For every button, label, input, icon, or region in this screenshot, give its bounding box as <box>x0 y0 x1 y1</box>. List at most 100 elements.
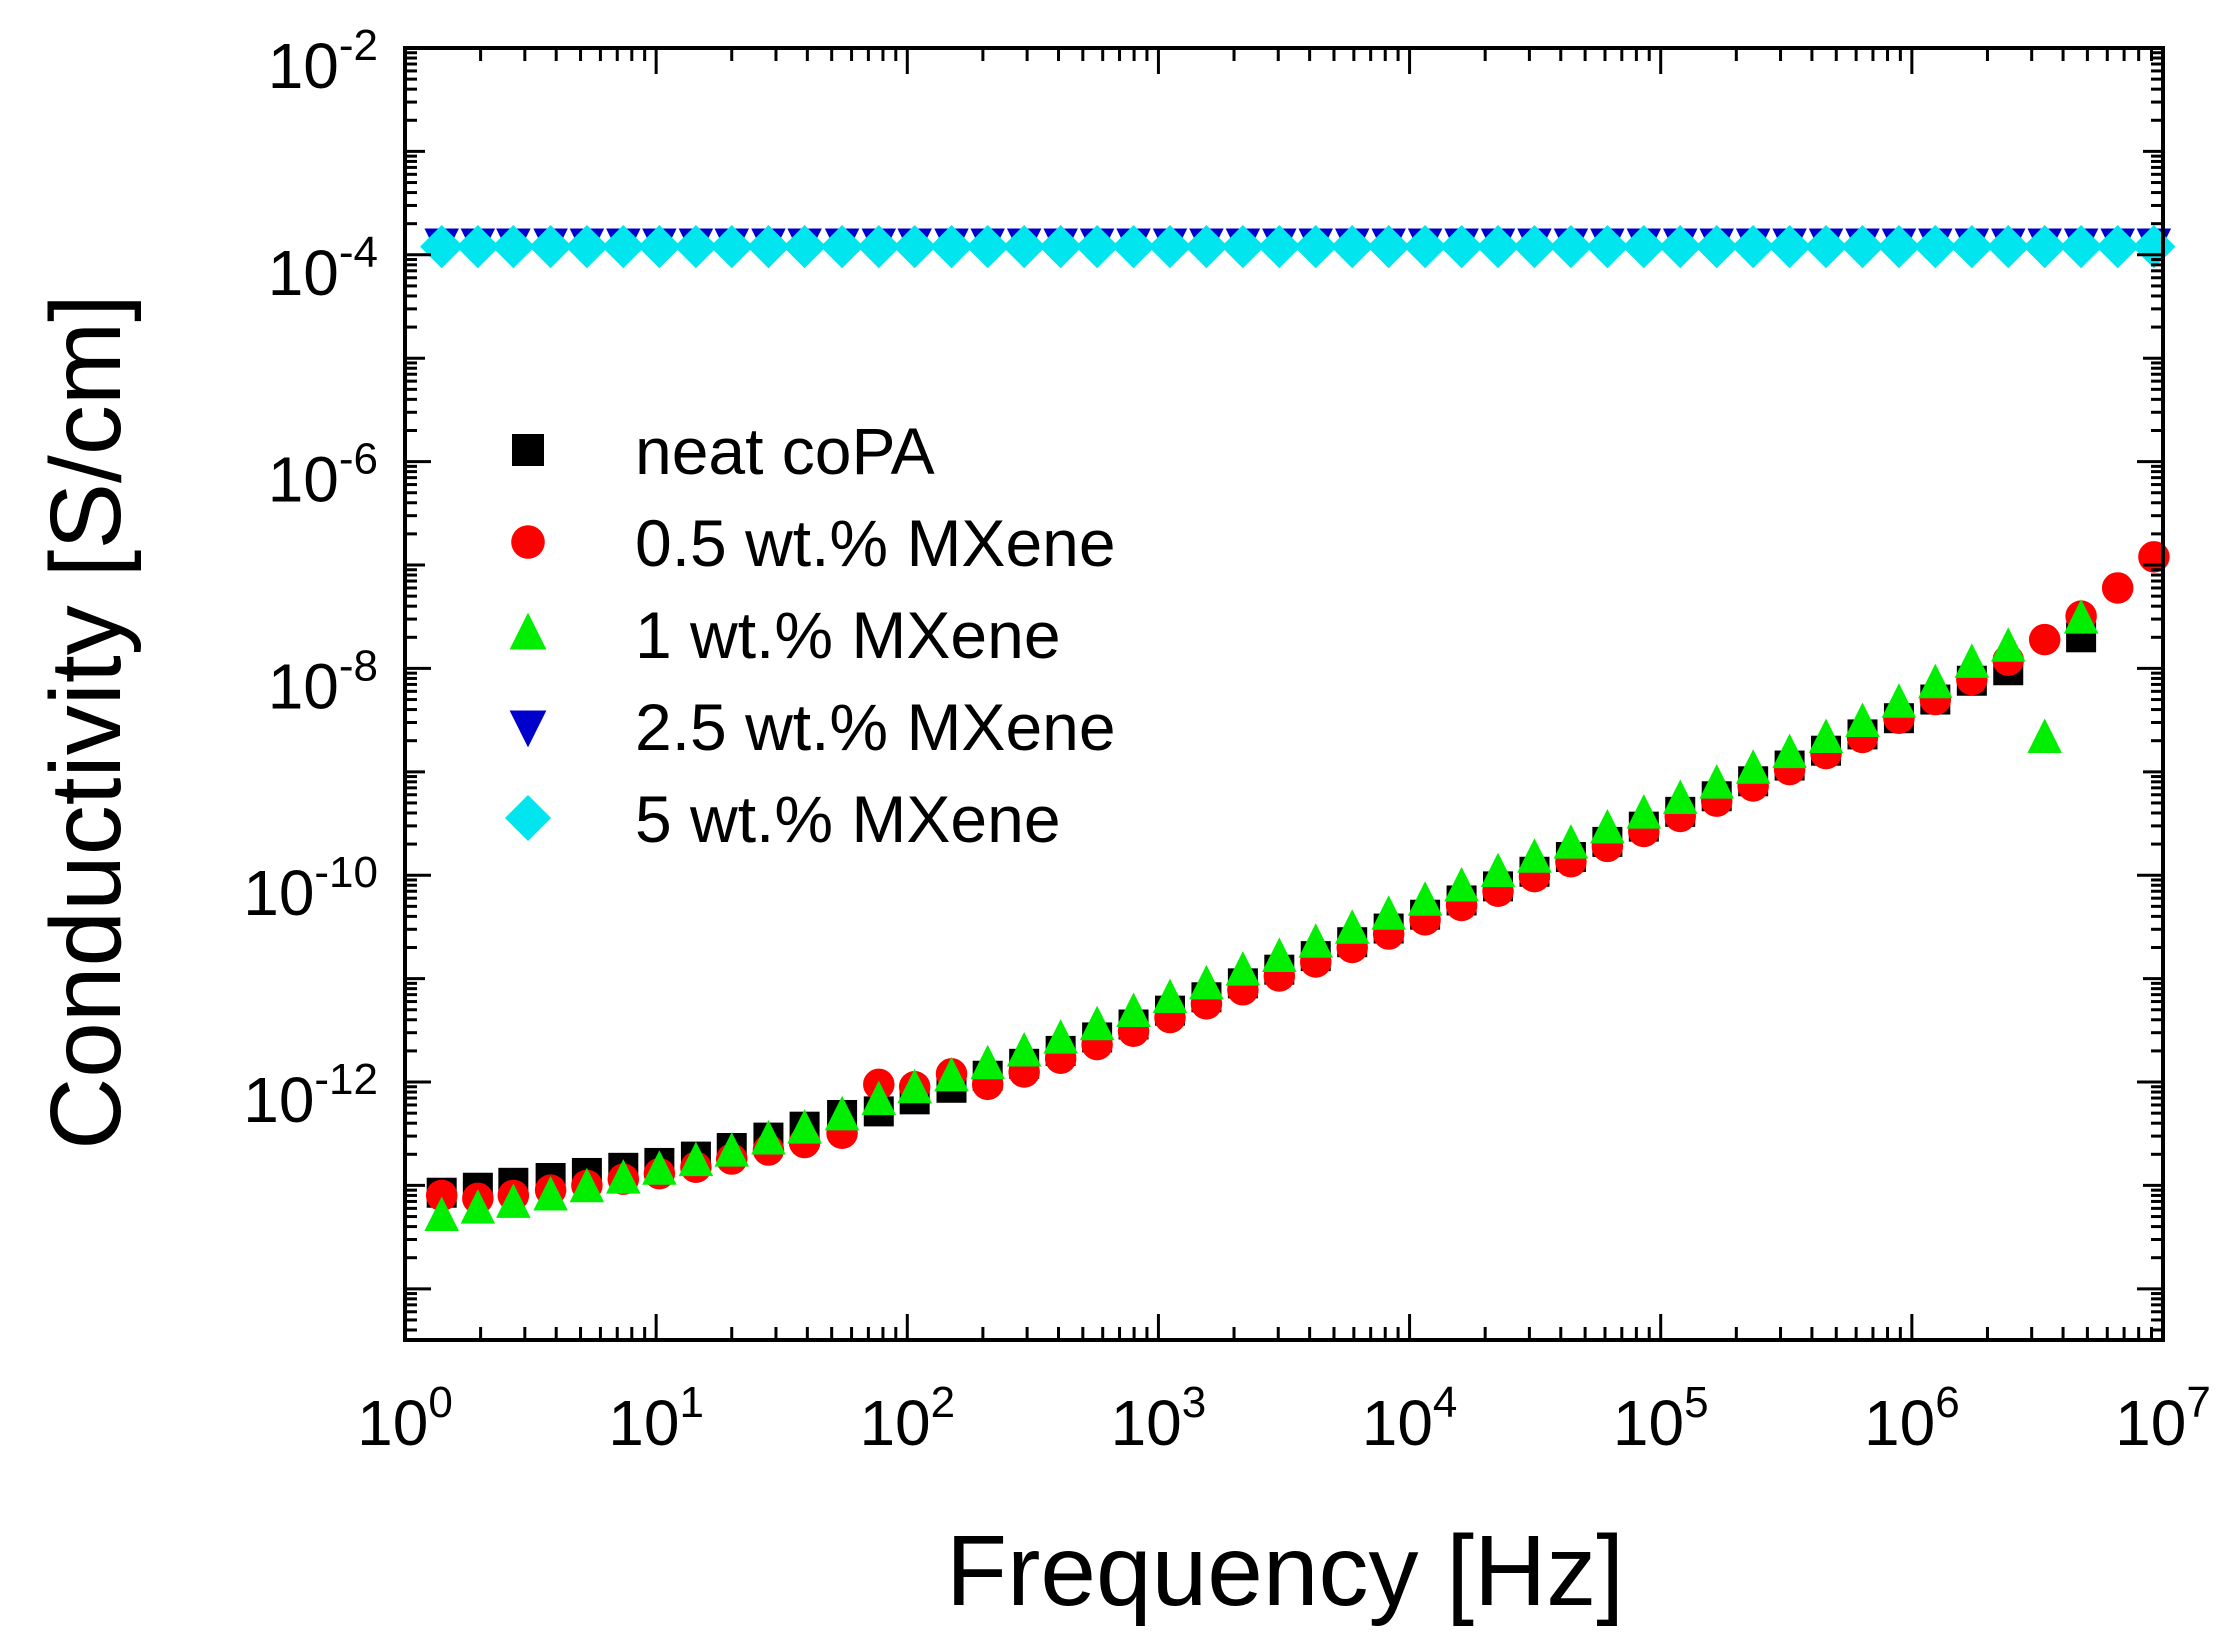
data-point <box>1735 749 1771 784</box>
data-point <box>710 225 754 269</box>
data-point <box>1772 733 1807 769</box>
legend-marker <box>511 525 545 559</box>
data-point <box>1330 225 1374 269</box>
legend-marker <box>504 794 552 842</box>
data-point <box>897 1068 932 1104</box>
data-point <box>678 1141 714 1177</box>
data-point <box>606 1159 641 1194</box>
data-point <box>1512 225 1557 269</box>
data-point <box>824 1095 860 1131</box>
data-point <box>893 225 937 269</box>
data-point <box>1731 225 1775 269</box>
y-tick-label: 10-8 <box>268 641 378 722</box>
legend-label: 1 wt.% MXene <box>635 598 1061 672</box>
data-point <box>2027 718 2062 753</box>
data-point <box>1626 794 1662 829</box>
data-point <box>1553 824 1589 859</box>
data-point <box>1257 225 1301 269</box>
data-point <box>2063 599 2099 634</box>
data-point <box>1116 992 1151 1028</box>
data-point <box>1913 225 1957 269</box>
data-point <box>1043 1019 1078 1054</box>
data-point <box>929 225 974 269</box>
data-point <box>2059 225 2103 269</box>
data-point <box>533 1176 568 1211</box>
data-point <box>2096 225 2140 269</box>
data-point <box>601 225 645 269</box>
data-point <box>565 225 609 269</box>
data-point <box>1877 225 1921 269</box>
legend-marker <box>509 710 547 748</box>
data-point <box>1075 225 1119 269</box>
y-tick-label: 10-4 <box>268 228 378 309</box>
y-axis-title: Conductivity [S/cm] <box>30 294 142 1150</box>
data-point <box>1662 779 1698 814</box>
data-point <box>1334 909 1370 944</box>
data-point <box>1184 225 1229 269</box>
y-tick-label: 10-6 <box>268 435 378 516</box>
y-tick-label: 10-10 <box>243 848 378 929</box>
legend-entry: 2.5 wt.% MXene <box>509 690 1116 764</box>
data-point <box>456 225 500 269</box>
data-point <box>1840 225 1885 269</box>
x-tick-label: 104 <box>1362 1378 1458 1459</box>
plot-frame <box>403 46 2165 1342</box>
data-point <box>1294 225 1338 269</box>
data-point <box>1954 643 1990 678</box>
data-point <box>1590 808 1625 844</box>
tick-marks <box>403 46 2165 1340</box>
data-markers <box>420 225 2176 1232</box>
data-point <box>1403 225 1447 269</box>
data-point <box>861 1080 897 1116</box>
x-tick-label: 101 <box>608 1378 704 1459</box>
data-point <box>1367 225 1411 269</box>
data-point <box>569 1167 605 1203</box>
x-tick-label: 106 <box>1864 1378 1960 1459</box>
data-point <box>1407 881 1443 916</box>
data-point <box>751 1119 786 1155</box>
data-point <box>1221 225 1265 269</box>
x-tick-label: 105 <box>1613 1378 1709 1459</box>
data-point <box>1808 718 1844 753</box>
data-point <box>746 225 791 269</box>
data-point <box>1371 895 1406 930</box>
data-point <box>491 225 535 269</box>
data-point <box>1111 225 1156 269</box>
data-point <box>1002 225 1046 269</box>
data-point <box>820 225 864 269</box>
data-point <box>934 1056 969 1092</box>
data-point <box>1444 866 1479 902</box>
data-point <box>637 225 681 269</box>
data-point <box>1881 683 1917 718</box>
data-point <box>1950 225 1994 269</box>
data-point <box>970 1044 1005 1080</box>
data-point <box>2101 572 2134 604</box>
legend-marker <box>509 612 547 650</box>
data-point <box>1622 225 1666 269</box>
x-tick-label: 102 <box>859 1378 955 1459</box>
legend-entry: 1 wt.% MXene <box>509 598 1061 672</box>
legend-marker <box>512 434 544 466</box>
data-point <box>1225 951 1261 986</box>
x-tick-label: 107 <box>2115 1378 2211 1459</box>
legend-entry: 0.5 wt.% MXene <box>511 506 1116 580</box>
data-point <box>1006 1032 1042 1067</box>
data-point <box>857 225 901 269</box>
y-tick-label: 10-12 <box>243 1055 378 1136</box>
data-point <box>2028 623 2061 656</box>
data-point <box>1549 225 1593 269</box>
data-point <box>1152 978 1188 1014</box>
data-point <box>1298 923 1334 958</box>
data-point <box>496 1183 531 1218</box>
data-point <box>1439 225 1484 269</box>
axes <box>403 46 2165 1342</box>
data-point <box>425 1179 458 1212</box>
data-point <box>1804 225 1848 269</box>
data-point <box>966 225 1010 269</box>
data-point <box>787 1109 822 1144</box>
data-point <box>642 1150 677 1185</box>
data-point <box>1845 702 1880 737</box>
data-point <box>1148 225 1192 269</box>
